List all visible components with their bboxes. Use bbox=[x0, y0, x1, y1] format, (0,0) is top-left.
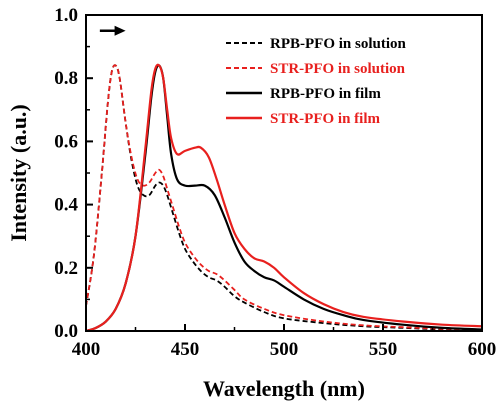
x-tick-label: 500 bbox=[270, 339, 299, 360]
plot-lines bbox=[85, 63, 483, 333]
x-axis: 400 450 500 550 600 bbox=[72, 324, 497, 360]
legend-label-4: STR-PFO in film bbox=[270, 111, 381, 127]
x-axis-title: Wavelength (nm) bbox=[203, 376, 365, 401]
legend-label-3: RPB-PFO in film bbox=[270, 86, 381, 102]
x-tick-label: 550 bbox=[369, 339, 398, 360]
arrow-head bbox=[114, 25, 126, 36]
y-tick-label: 0.2 bbox=[54, 258, 78, 279]
series-line-4 bbox=[85, 63, 483, 333]
x-tick-label: 450 bbox=[171, 339, 200, 360]
legend-label-2: STR-PFO in solution bbox=[270, 61, 406, 77]
y-tick-label: 0.6 bbox=[54, 131, 78, 152]
x-tick-label: 400 bbox=[72, 339, 101, 360]
y-tick-label: 1.0 bbox=[54, 5, 78, 26]
y-axis: 0.0 0.2 0.4 0.6 0.8 1.0 bbox=[54, 5, 93, 342]
x-tick-label: 600 bbox=[468, 339, 497, 360]
y-axis-title: Intensity (a.u.) bbox=[6, 104, 31, 242]
shift-arrow-annotation bbox=[99, 25, 126, 36]
legend-label-1: RPB-PFO in solution bbox=[270, 36, 407, 52]
legend: RPB-PFO in solution STR-PFO in solution RP… bbox=[226, 36, 407, 127]
series-line-1 bbox=[85, 64, 483, 331]
y-tick-label: 0.0 bbox=[54, 321, 78, 342]
series-line-3 bbox=[85, 64, 483, 333]
y-tick-label: 0.8 bbox=[54, 68, 78, 89]
y-tick-label: 0.4 bbox=[54, 195, 78, 216]
series-line-2 bbox=[85, 64, 483, 331]
